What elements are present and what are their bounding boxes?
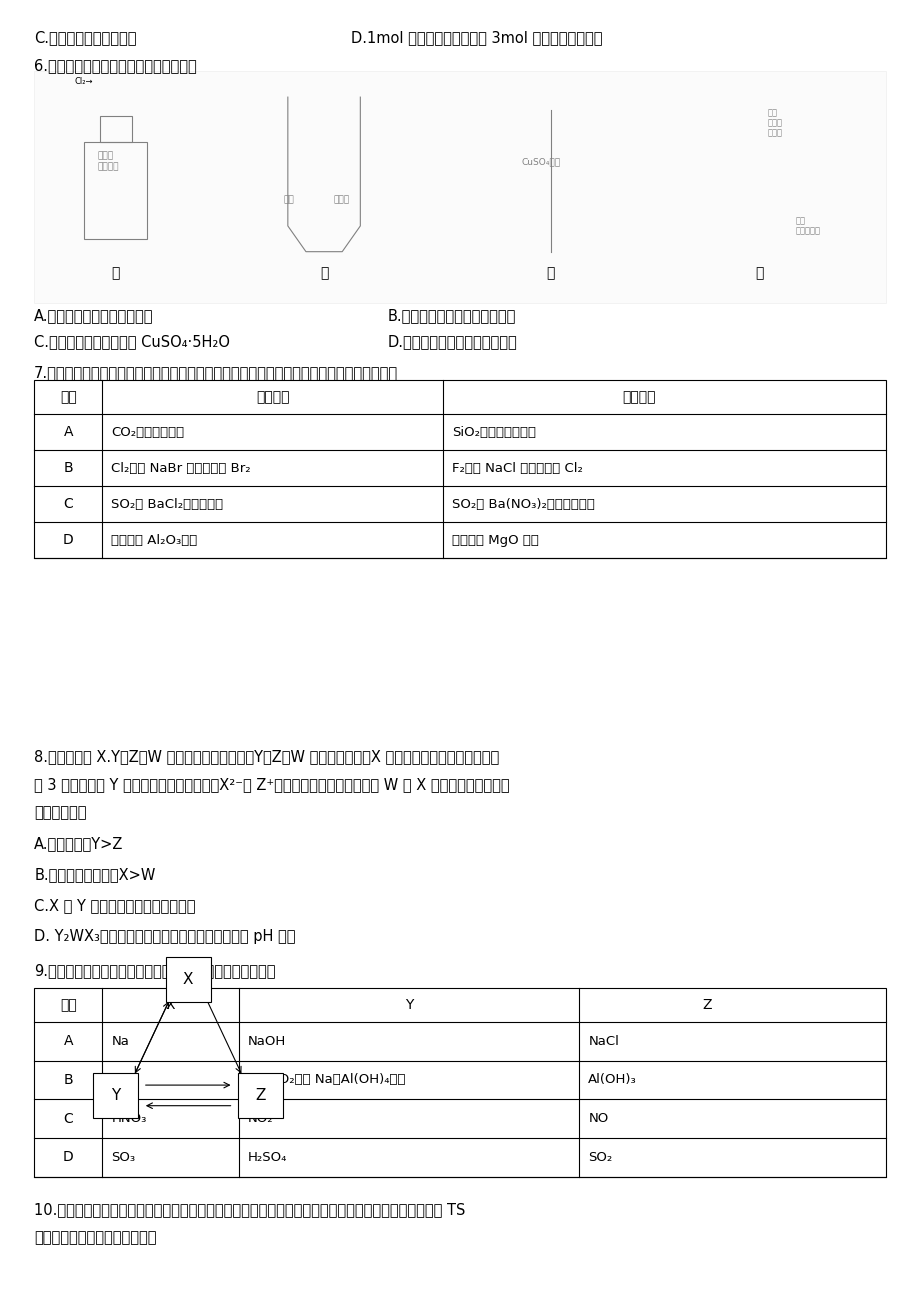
Text: B: B xyxy=(63,461,73,475)
Bar xyxy=(100,116,131,142)
Text: NaCl: NaCl xyxy=(587,1035,618,1048)
Text: H₂SO₄: H₂SO₄ xyxy=(247,1151,287,1164)
Text: NO₂: NO₂ xyxy=(247,1112,273,1125)
Text: 乙醇
冰醋酸
液硫酸: 乙醇 冰醋酸 液硫酸 xyxy=(767,108,782,138)
Text: Al(OH)₃: Al(OH)₃ xyxy=(587,1073,636,1086)
Bar xyxy=(84,142,147,238)
Text: NaAlO₂（或 Na【Al(OH)₄】）: NaAlO₂（或 Na【Al(OH)₄】） xyxy=(247,1073,404,1086)
Text: C.该有机物是两性化合物: C.该有机物是两性化合物 xyxy=(34,30,137,46)
Text: 丁: 丁 xyxy=(754,266,763,280)
Text: Cl₂通入 NaBr 溶液可生成 Br₂: Cl₂通入 NaBr 溶液可生成 Br₂ xyxy=(111,462,251,475)
Text: 8.短周期元素 X.Y、Z、W 的原子序数依次增大，Y、Z、W 位于同一周期，X 原子最外层电子数是电子层数: 8.短周期元素 X.Y、Z、W 的原子序数依次增大，Y、Z、W 位于同一周期，X… xyxy=(34,749,499,764)
Text: 类比结论: 类比结论 xyxy=(621,391,655,404)
Text: SO₃: SO₃ xyxy=(111,1151,135,1164)
Text: D. Y₂WX₃溶液放置于空气中一段时间后，溶液的 pH 增大: D. Y₂WX₃溶液放置于空气中一段时间后，溶液的 pH 增大 xyxy=(34,930,295,944)
Text: Na: Na xyxy=(111,1035,129,1048)
Text: CO₂是酸性氧化物: CO₂是酸性氧化物 xyxy=(111,426,184,439)
Text: 10.具有开放性铁位点的金属有机框架材料，可用于乙烷的催化氧化形成乙醇，反应过程如图所示，其中 TS: 10.具有开放性铁位点的金属有机框架材料，可用于乙烷的催化氧化形成乙醇，反应过程… xyxy=(34,1202,465,1217)
Text: A.用装置甲验证氯气的漂白性: A.用装置甲验证氯气的漂白性 xyxy=(34,309,153,323)
Text: B.用装置乙验证浓硫酸的吸水性: B.用装置乙验证浓硫酸的吸水性 xyxy=(387,309,516,323)
Text: Cl₂→: Cl₂→ xyxy=(74,77,93,86)
Text: 说法错误的是: 说法错误的是 xyxy=(34,806,86,820)
Text: HNO₃: HNO₃ xyxy=(111,1112,146,1125)
Text: 6.用下列装置和药品能达到实验目的的是: 6.用下列装置和药品能达到实验目的的是 xyxy=(34,59,197,73)
Text: 表示过渡态。下列说法错误的是: 表示过渡态。下列说法错误的是 xyxy=(34,1230,156,1246)
Text: 胆矾: 胆矾 xyxy=(283,195,294,204)
Text: NO: NO xyxy=(587,1112,607,1125)
Text: 9.下列物质之间不能通过一步反应实现如图所示转化关系的是: 9.下列物质之间不能通过一步反应实现如图所示转化关系的是 xyxy=(34,962,276,978)
Text: 湿润的
有色布条: 湿润的 有色布条 xyxy=(97,152,119,172)
Text: B: B xyxy=(63,1073,73,1087)
Text: 饱和
碳酸钠溶液: 饱和 碳酸钠溶液 xyxy=(794,216,820,236)
Text: Y: Y xyxy=(404,999,413,1012)
Text: 甲: 甲 xyxy=(111,266,119,280)
Text: C: C xyxy=(63,497,73,512)
Text: SO₂: SO₂ xyxy=(587,1151,612,1164)
Text: D.1mol 该有机物最多可以和 3mol 氢气发生加成反应: D.1mol 该有机物最多可以和 3mol 氢气发生加成反应 xyxy=(351,30,602,46)
Text: D.用装置丁制备并收集乙酸乙酯: D.用装置丁制备并收集乙酸乙酯 xyxy=(387,335,516,349)
Text: F₂通入 NaCl 溶液可生成 Cl₂: F₂通入 NaCl 溶液可生成 Cl₂ xyxy=(451,462,583,475)
Text: 选项: 选项 xyxy=(60,391,76,404)
Text: A.离子半径：Y>Z: A.离子半径：Y>Z xyxy=(34,836,123,852)
Bar xyxy=(165,957,210,1003)
Text: X: X xyxy=(183,973,193,987)
Text: C: C xyxy=(63,1112,73,1126)
Text: SiO₂也是酸性氧化物: SiO₂也是酸性氧化物 xyxy=(451,426,536,439)
Text: B.简单氢化物沸点：X>W: B.简单氢化物沸点：X>W xyxy=(34,867,155,883)
Text: 浓硫酸: 浓硫酸 xyxy=(333,195,349,204)
Bar xyxy=(93,1073,138,1118)
Text: 客观事实: 客观事实 xyxy=(255,391,289,404)
Text: A: A xyxy=(63,1034,73,1048)
Bar xyxy=(34,72,885,303)
Text: Z: Z xyxy=(701,999,711,1012)
Bar xyxy=(34,988,885,1177)
Text: 丙: 丙 xyxy=(546,266,554,280)
Text: D: D xyxy=(62,534,74,547)
Text: 的 3 倍，含元素 Y 的物质焰色试验为黄色，X²⁻与 Z⁺核外电子层结构相同，元素 W 与 X 为同主族元素。下列: 的 3 倍，含元素 Y 的物质焰色试验为黄色，X²⁻与 Z⁺核外电子层结构相同，… xyxy=(34,777,509,792)
Text: D: D xyxy=(62,1150,74,1164)
Text: 电解熔融 MgO 制镁: 电解熔融 MgO 制镁 xyxy=(451,534,539,547)
Bar xyxy=(34,380,885,559)
Text: 电解熔融 Al₂O₃制铝: 电解熔融 Al₂O₃制铝 xyxy=(111,534,198,547)
Text: SO₂与 BaCl₂溶液不反应: SO₂与 BaCl₂溶液不反应 xyxy=(111,497,223,510)
Text: 选项: 选项 xyxy=(60,999,76,1012)
Text: Y: Y xyxy=(111,1088,120,1103)
Text: Al: Al xyxy=(111,1073,124,1086)
Text: CuSO₄溶液: CuSO₄溶液 xyxy=(521,158,561,167)
Text: 乙: 乙 xyxy=(320,266,328,280)
Text: C.用装置丙蒸干溶液获得 CuSO₄·5H₂O: C.用装置丙蒸干溶液获得 CuSO₄·5H₂O xyxy=(34,335,230,349)
Text: C.X 和 Y 形成的物质可能含有共价键: C.X 和 Y 形成的物质可能含有共价键 xyxy=(34,898,196,913)
Text: NaOH: NaOH xyxy=(247,1035,286,1048)
Text: X: X xyxy=(165,999,175,1012)
Bar xyxy=(238,1073,283,1118)
Text: Z: Z xyxy=(255,1088,266,1103)
Text: SO₂与 Ba(NO₃)₂溶液也不反应: SO₂与 Ba(NO₃)₂溶液也不反应 xyxy=(451,497,595,510)
Text: A: A xyxy=(63,424,73,439)
Text: 7.类比推理是化学学习常用的思维方法，下列各项中由客观事实类比推理得到的结论正确的是: 7.类比推理是化学学习常用的思维方法，下列各项中由客观事实类比推理得到的结论正确… xyxy=(34,365,398,380)
